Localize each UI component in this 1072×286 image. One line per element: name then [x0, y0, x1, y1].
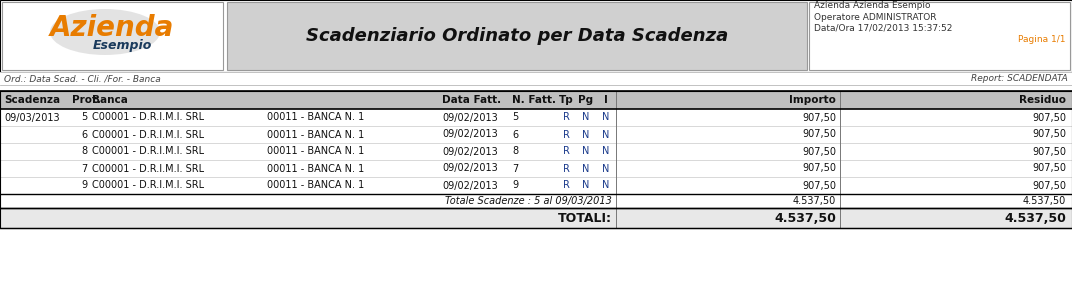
Text: 00011 - BANCA N. 1: 00011 - BANCA N. 1	[267, 164, 364, 174]
Text: 9: 9	[80, 180, 87, 190]
Text: R: R	[563, 130, 569, 140]
Text: 5: 5	[512, 112, 518, 122]
Text: Pagina 1/1: Pagina 1/1	[1018, 35, 1066, 43]
Bar	[0, 126, 1072, 143]
Text: Report: SCADENDATA: Report: SCADENDATA	[971, 74, 1068, 83]
Bar	[809, 2, 1070, 70]
Text: 4.537,50: 4.537,50	[1023, 196, 1066, 206]
Bar	[227, 2, 807, 70]
Text: Importo: Importo	[789, 95, 836, 105]
Text: Prot.: Prot.	[72, 95, 101, 105]
Text: 907,50: 907,50	[1032, 164, 1066, 174]
Text: Scadenza: Scadenza	[4, 95, 60, 105]
Bar	[2, 2, 223, 70]
Text: N: N	[582, 130, 590, 140]
Text: 907,50: 907,50	[1032, 130, 1066, 140]
Text: 09/02/2013: 09/02/2013	[442, 112, 497, 122]
Text: 907,50: 907,50	[1032, 146, 1066, 156]
Text: R: R	[563, 112, 569, 122]
Text: N: N	[602, 130, 610, 140]
Text: Tp: Tp	[559, 95, 574, 105]
Text: N: N	[602, 180, 610, 190]
Bar	[0, 91, 1072, 93]
Text: 09/02/2013: 09/02/2013	[442, 130, 497, 140]
Text: 907,50: 907,50	[802, 130, 836, 140]
Text: 8: 8	[80, 146, 87, 156]
Text: Azienda: Azienda	[49, 14, 174, 42]
Text: Operatore ADMINISTRATOR: Operatore ADMINISTRATOR	[814, 13, 937, 21]
Text: 5: 5	[80, 112, 87, 122]
Text: 6: 6	[80, 130, 87, 140]
Text: C00001 - D.R.I.M.I. SRL: C00001 - D.R.I.M.I. SRL	[92, 146, 204, 156]
Text: 907,50: 907,50	[1032, 112, 1066, 122]
Text: 907,50: 907,50	[1032, 180, 1066, 190]
Text: TOTALI:: TOTALI:	[559, 212, 612, 225]
Text: N: N	[582, 180, 590, 190]
Text: Esempio: Esempio	[92, 39, 151, 53]
Text: N: N	[602, 112, 610, 122]
Text: 6: 6	[512, 130, 518, 140]
Bar	[0, 194, 1072, 208]
Text: Ord.: Data Scad. - Cli. /For. - Banca: Ord.: Data Scad. - Cli. /For. - Banca	[4, 74, 161, 83]
Text: Totale Scadenze : 5 al 09/03/2013: Totale Scadenze : 5 al 09/03/2013	[445, 196, 612, 206]
Text: 00011 - BANCA N. 1: 00011 - BANCA N. 1	[267, 112, 364, 122]
Text: R: R	[563, 180, 569, 190]
Text: 907,50: 907,50	[802, 164, 836, 174]
Text: Azienda Azienda Esempio: Azienda Azienda Esempio	[814, 1, 930, 11]
Text: 9: 9	[512, 180, 518, 190]
Text: N: N	[602, 146, 610, 156]
Text: N: N	[582, 146, 590, 156]
Text: C00001 - D.R.I.M.I. SRL: C00001 - D.R.I.M.I. SRL	[92, 112, 204, 122]
Text: 7: 7	[80, 164, 87, 174]
Bar	[0, 208, 1072, 228]
Text: Banca: Banca	[92, 95, 128, 105]
Bar	[0, 177, 1072, 194]
Bar	[0, 91, 1072, 109]
Bar	[0, 143, 1072, 160]
Bar	[0, 160, 1072, 177]
Ellipse shape	[50, 9, 160, 55]
Text: Residuo: Residuo	[1019, 95, 1066, 105]
Text: 00011 - BANCA N. 1: 00011 - BANCA N. 1	[267, 130, 364, 140]
Text: 4.537,50: 4.537,50	[774, 212, 836, 225]
Text: 00011 - BANCA N. 1: 00011 - BANCA N. 1	[267, 180, 364, 190]
Text: R: R	[563, 146, 569, 156]
Text: C00001 - D.R.I.M.I. SRL: C00001 - D.R.I.M.I. SRL	[92, 180, 204, 190]
Text: C00001 - D.R.I.M.I. SRL: C00001 - D.R.I.M.I. SRL	[92, 164, 204, 174]
Text: Pg: Pg	[579, 95, 594, 105]
Bar	[0, 72, 1072, 85]
Text: Data/Ora 17/02/2013 15:37:52: Data/Ora 17/02/2013 15:37:52	[814, 23, 952, 33]
Text: 907,50: 907,50	[802, 180, 836, 190]
Text: 4.537,50: 4.537,50	[793, 196, 836, 206]
Text: C00001 - D.R.I.M.I. SRL: C00001 - D.R.I.M.I. SRL	[92, 130, 204, 140]
Text: 7: 7	[512, 164, 518, 174]
Text: 09/02/2013: 09/02/2013	[442, 180, 497, 190]
Text: N: N	[602, 164, 610, 174]
Text: 8: 8	[512, 146, 518, 156]
Text: 907,50: 907,50	[802, 112, 836, 122]
Text: 4.537,50: 4.537,50	[1004, 212, 1066, 225]
Text: Scadenziario Ordinato per Data Scadenza: Scadenziario Ordinato per Data Scadenza	[306, 27, 728, 45]
Bar	[0, 91, 1072, 228]
Bar	[0, 0, 1072, 72]
Text: N: N	[582, 112, 590, 122]
Text: 09/03/2013: 09/03/2013	[4, 112, 60, 122]
Text: Data Fatt.: Data Fatt.	[442, 95, 501, 105]
Text: 09/02/2013: 09/02/2013	[442, 164, 497, 174]
Text: N: N	[582, 164, 590, 174]
Text: N. Fatt.: N. Fatt.	[512, 95, 556, 105]
Text: 09/02/2013: 09/02/2013	[442, 146, 497, 156]
Text: I: I	[604, 95, 608, 105]
Text: R: R	[563, 164, 569, 174]
Text: 00011 - BANCA N. 1: 00011 - BANCA N. 1	[267, 146, 364, 156]
Text: 907,50: 907,50	[802, 146, 836, 156]
Bar	[0, 109, 1072, 126]
